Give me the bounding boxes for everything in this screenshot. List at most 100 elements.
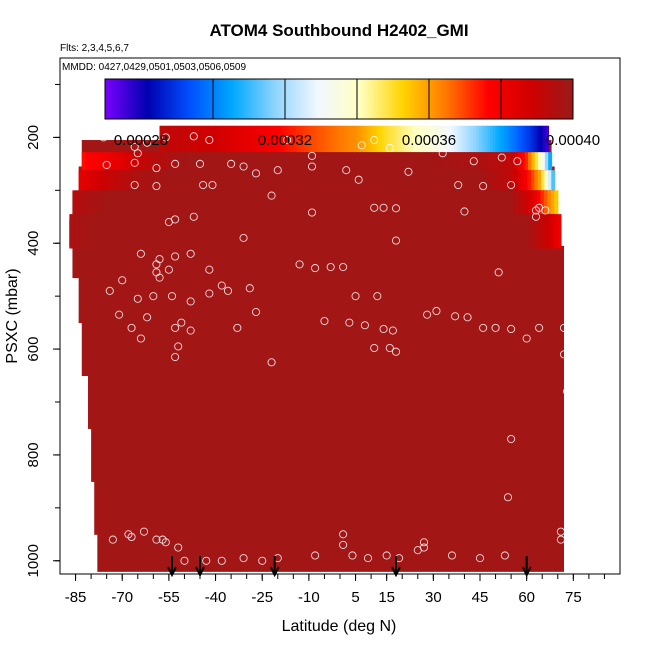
observation-point	[208, 180, 217, 190]
field-cell	[471, 152, 475, 171]
field-cell	[157, 214, 162, 249]
observation-point	[217, 556, 226, 565]
field-cell	[373, 125, 377, 153]
field-cell	[301, 190, 306, 215]
field-cell	[353, 190, 358, 215]
field-cell	[445, 125, 450, 153]
x-tick-label: 45	[472, 589, 489, 606]
field-cell	[420, 125, 425, 153]
observation-point	[155, 273, 164, 282]
field-cell	[381, 214, 386, 249]
field-cell	[494, 214, 499, 249]
field-cell	[289, 152, 294, 171]
field-cell	[507, 170, 512, 191]
field-cell	[232, 152, 237, 171]
field-cell	[313, 170, 318, 191]
field-cell	[246, 152, 251, 171]
field-cell	[317, 125, 322, 153]
field-cell	[114, 190, 119, 215]
field-cell	[415, 190, 420, 215]
field-cell	[308, 190, 313, 215]
field-cell	[221, 190, 226, 215]
field-cell	[340, 125, 344, 153]
field-cell	[311, 190, 316, 215]
field-cell	[364, 214, 369, 249]
field-cell	[462, 214, 467, 249]
field-cell	[197, 170, 202, 191]
field-cell	[85, 170, 90, 191]
field-cell	[220, 125, 225, 153]
observation-point	[513, 157, 522, 166]
field-cell	[343, 170, 348, 191]
field-cell	[479, 125, 483, 153]
observation-point	[491, 323, 500, 332]
observation-point	[535, 323, 544, 332]
observation-point	[239, 162, 248, 171]
field-cell	[229, 152, 234, 171]
field-cell	[377, 190, 382, 215]
field-cell	[488, 190, 493, 215]
field-cell	[290, 190, 295, 215]
field-cell	[547, 170, 552, 191]
field-cell	[503, 170, 508, 191]
colorbar-tick-label: 0.00028	[114, 132, 168, 149]
field-cell	[448, 125, 452, 153]
field-cell	[82, 190, 87, 215]
field-cell	[86, 190, 91, 215]
observation-point	[451, 312, 460, 321]
field-cell	[222, 152, 227, 171]
field-cell	[422, 170, 427, 191]
field-cell	[408, 190, 413, 215]
field-cell	[350, 170, 355, 191]
colorbar-tick-label: 0.00032	[258, 132, 312, 149]
field-cell	[345, 125, 350, 153]
field-cell	[150, 170, 155, 191]
observation-point	[139, 527, 149, 536]
field-cell	[160, 170, 165, 191]
field-cell	[316, 170, 321, 191]
field-cell	[107, 214, 113, 249]
observation-point	[223, 286, 233, 295]
field-cell	[177, 170, 182, 191]
field-cell	[192, 214, 197, 249]
field-cell	[471, 190, 476, 215]
field-cell	[79, 190, 84, 215]
observation-point	[152, 164, 161, 173]
observation-point	[373, 292, 382, 301]
field-cell	[537, 170, 542, 191]
observation-point	[199, 180, 208, 190]
flight-arrow-head	[269, 566, 280, 578]
field-cell	[306, 125, 311, 153]
observation-point	[115, 310, 124, 319]
field-cell	[476, 214, 481, 249]
field-cell	[287, 125, 291, 153]
colorbar-ticks: 0.00028 0.00032 0.00036 0.00040	[114, 79, 600, 149]
field-cell	[248, 214, 253, 249]
field-cell	[226, 125, 230, 153]
field-cell	[318, 214, 323, 249]
field-cell	[466, 214, 471, 249]
field-cell	[371, 214, 376, 249]
field-cell	[346, 214, 351, 249]
field-cell	[280, 214, 285, 249]
observation-point	[239, 554, 248, 563]
field-cell	[279, 152, 284, 171]
field-cell	[272, 170, 277, 191]
field-cell	[374, 190, 379, 215]
field-cell	[214, 170, 219, 191]
field-cell	[312, 125, 316, 153]
x-tick-label: -25	[251, 589, 273, 606]
field-cell	[398, 190, 403, 215]
x-tick-label: -70	[111, 589, 133, 606]
field-cell	[516, 190, 521, 215]
field-cell	[217, 125, 222, 153]
field-cell	[88, 170, 93, 191]
field-cell	[85, 152, 90, 171]
field-cell	[483, 170, 488, 191]
field-cell	[430, 152, 435, 171]
field-cell	[159, 125, 163, 153]
field-cell	[495, 190, 500, 215]
field-cell	[93, 214, 99, 249]
field-cell	[360, 190, 365, 215]
field-cell	[179, 125, 183, 153]
